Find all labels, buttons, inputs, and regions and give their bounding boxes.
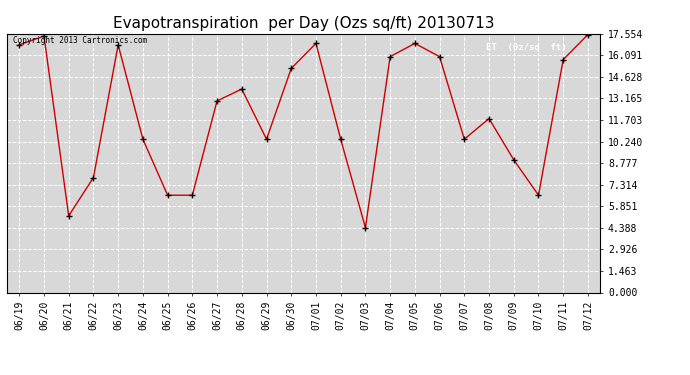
- Text: Copyright 2013 Cartronics.com: Copyright 2013 Cartronics.com: [13, 36, 147, 45]
- Title: Evapotranspiration  per Day (Ozs sq/ft) 20130713: Evapotranspiration per Day (Ozs sq/ft) 2…: [113, 16, 494, 31]
